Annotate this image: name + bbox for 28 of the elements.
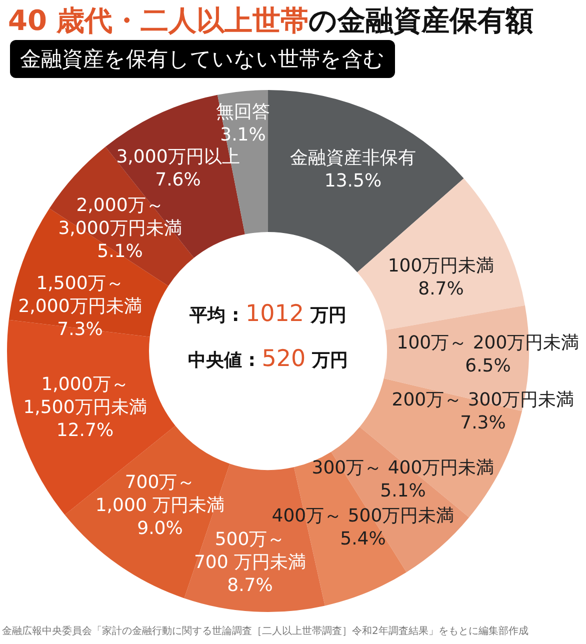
- chart-subtitle: 金融資産を保有していない世帯を含む: [10, 40, 395, 78]
- slice-label: 金融資産非保有: [290, 147, 416, 168]
- data-label: 8.7%: [418, 278, 464, 299]
- slice-label: 300万～ 400万円未満: [312, 457, 494, 478]
- data-label: 5.4%: [340, 528, 386, 549]
- chart-title: 40 歳代・二人以上世帯の金融資産保有額: [8, 4, 534, 37]
- slice-label: 500万～ 700 万円未満: [194, 528, 306, 572]
- text: 中央値 : 520 万円: [188, 346, 348, 372]
- data-label: 13.5%: [324, 170, 382, 191]
- slice-label: 2,000万～ 3,000万円未満: [58, 194, 182, 238]
- data-label: 7.3%: [460, 412, 506, 433]
- slice-label: 700万～ 1,000 万円未満: [95, 472, 225, 516]
- slice-label: 200万～ 300万円未満: [392, 389, 574, 410]
- data-label: 7.6%: [155, 169, 201, 190]
- text: 金融広報中央委員会「家計の金融行動に関する世論調査［二人以上世帯調査］令和2年調査結果」をもとに編集部作成: [2, 625, 528, 639]
- slice-label: 100万～ 200万円未満: [396, 332, 580, 353]
- text: 平均 : 1012 万円: [190, 301, 346, 327]
- data-label: 12.7%: [56, 420, 114, 440]
- slice-label: 1,000万～ 1,500万円未満: [23, 374, 147, 418]
- data-label: 6.5%: [465, 355, 511, 376]
- data-label: 5.1%: [97, 240, 143, 262]
- slice-label: 400万～ 500万円未満: [272, 505, 454, 526]
- data-label: 5.1%: [380, 480, 426, 501]
- data-label: 8.7%: [227, 574, 273, 596]
- slice-label: 100万円未満: [388, 255, 494, 276]
- slice-label: 1,500万～ 2,000万円未満: [18, 272, 142, 316]
- data-label: 7.3%: [57, 318, 103, 340]
- data-label: 9.0%: [137, 518, 183, 538]
